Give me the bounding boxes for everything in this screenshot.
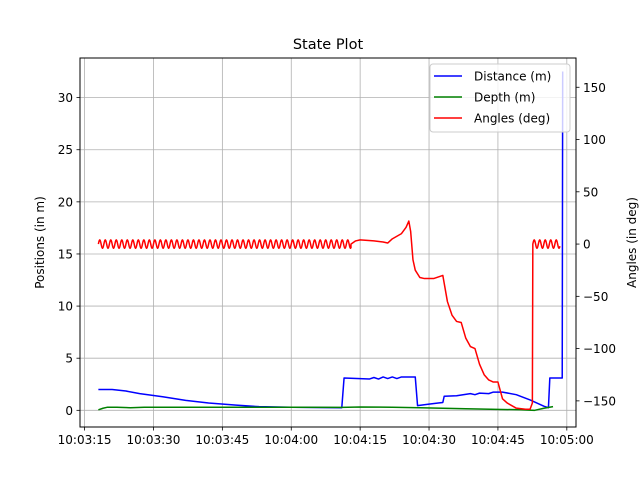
y-right-tick-label: −100 [583,342,616,356]
x-tick-label: 10:05:00 [540,433,594,447]
x-tick-label: 10:04:00 [264,433,318,447]
x-axis: 10:03:15 10:03:30 10:03:45 10:04:00 10:04:15… [58,427,594,447]
y-left-tick-label: 25 [58,143,73,157]
y-left-tick-label: 20 [58,195,73,209]
y-left-tick-label: 30 [58,91,73,105]
y-axis-left-title: Positions (in m) [33,196,47,289]
legend-label: Depth (m) [474,91,535,105]
y-left-tick-label: 10 [58,300,73,314]
chart-title: State Plot [293,37,364,53]
y-right-tick-label: 0 [583,238,591,252]
legend-box [429,63,571,133]
y-left-tick-label: 0 [65,404,73,418]
legend: Distance (m) Depth (m) Angles (deg) [429,63,571,133]
series-line-0 [98,71,564,409]
legend-label: Angles (deg) [474,112,550,126]
x-tick-label: 10:03:30 [127,433,181,447]
y-right-tick-label: −150 [583,394,616,408]
x-tick-label: 10:04:30 [402,433,456,447]
y-left-tick-label: 5 [65,352,73,366]
x-tick-label: 10:03:45 [195,433,249,447]
x-tick-label: 10:03:15 [58,433,112,447]
y-right-tick-label: 100 [583,133,606,147]
plot-frame [79,57,577,428]
y-left-tick-label: 15 [58,247,73,261]
y-right-tick-label: 150 [583,81,606,95]
y-axis-right-title: Angles (in deg) [625,197,639,288]
x-tick-label: 10:04:45 [471,433,525,447]
legend-label: Distance (m) [474,70,551,84]
series-line-2 [97,220,561,410]
y-right-tick-label: −50 [583,290,608,304]
y-axis-left: 0 5 10 15 20 25 30 [58,91,80,418]
y-axis-right: −150 −100 −50 0 50 100 150 [576,81,616,408]
x-tick-label: 10:04:15 [333,433,387,447]
series-lines [97,71,564,412]
y-right-tick-label: 50 [583,185,598,199]
